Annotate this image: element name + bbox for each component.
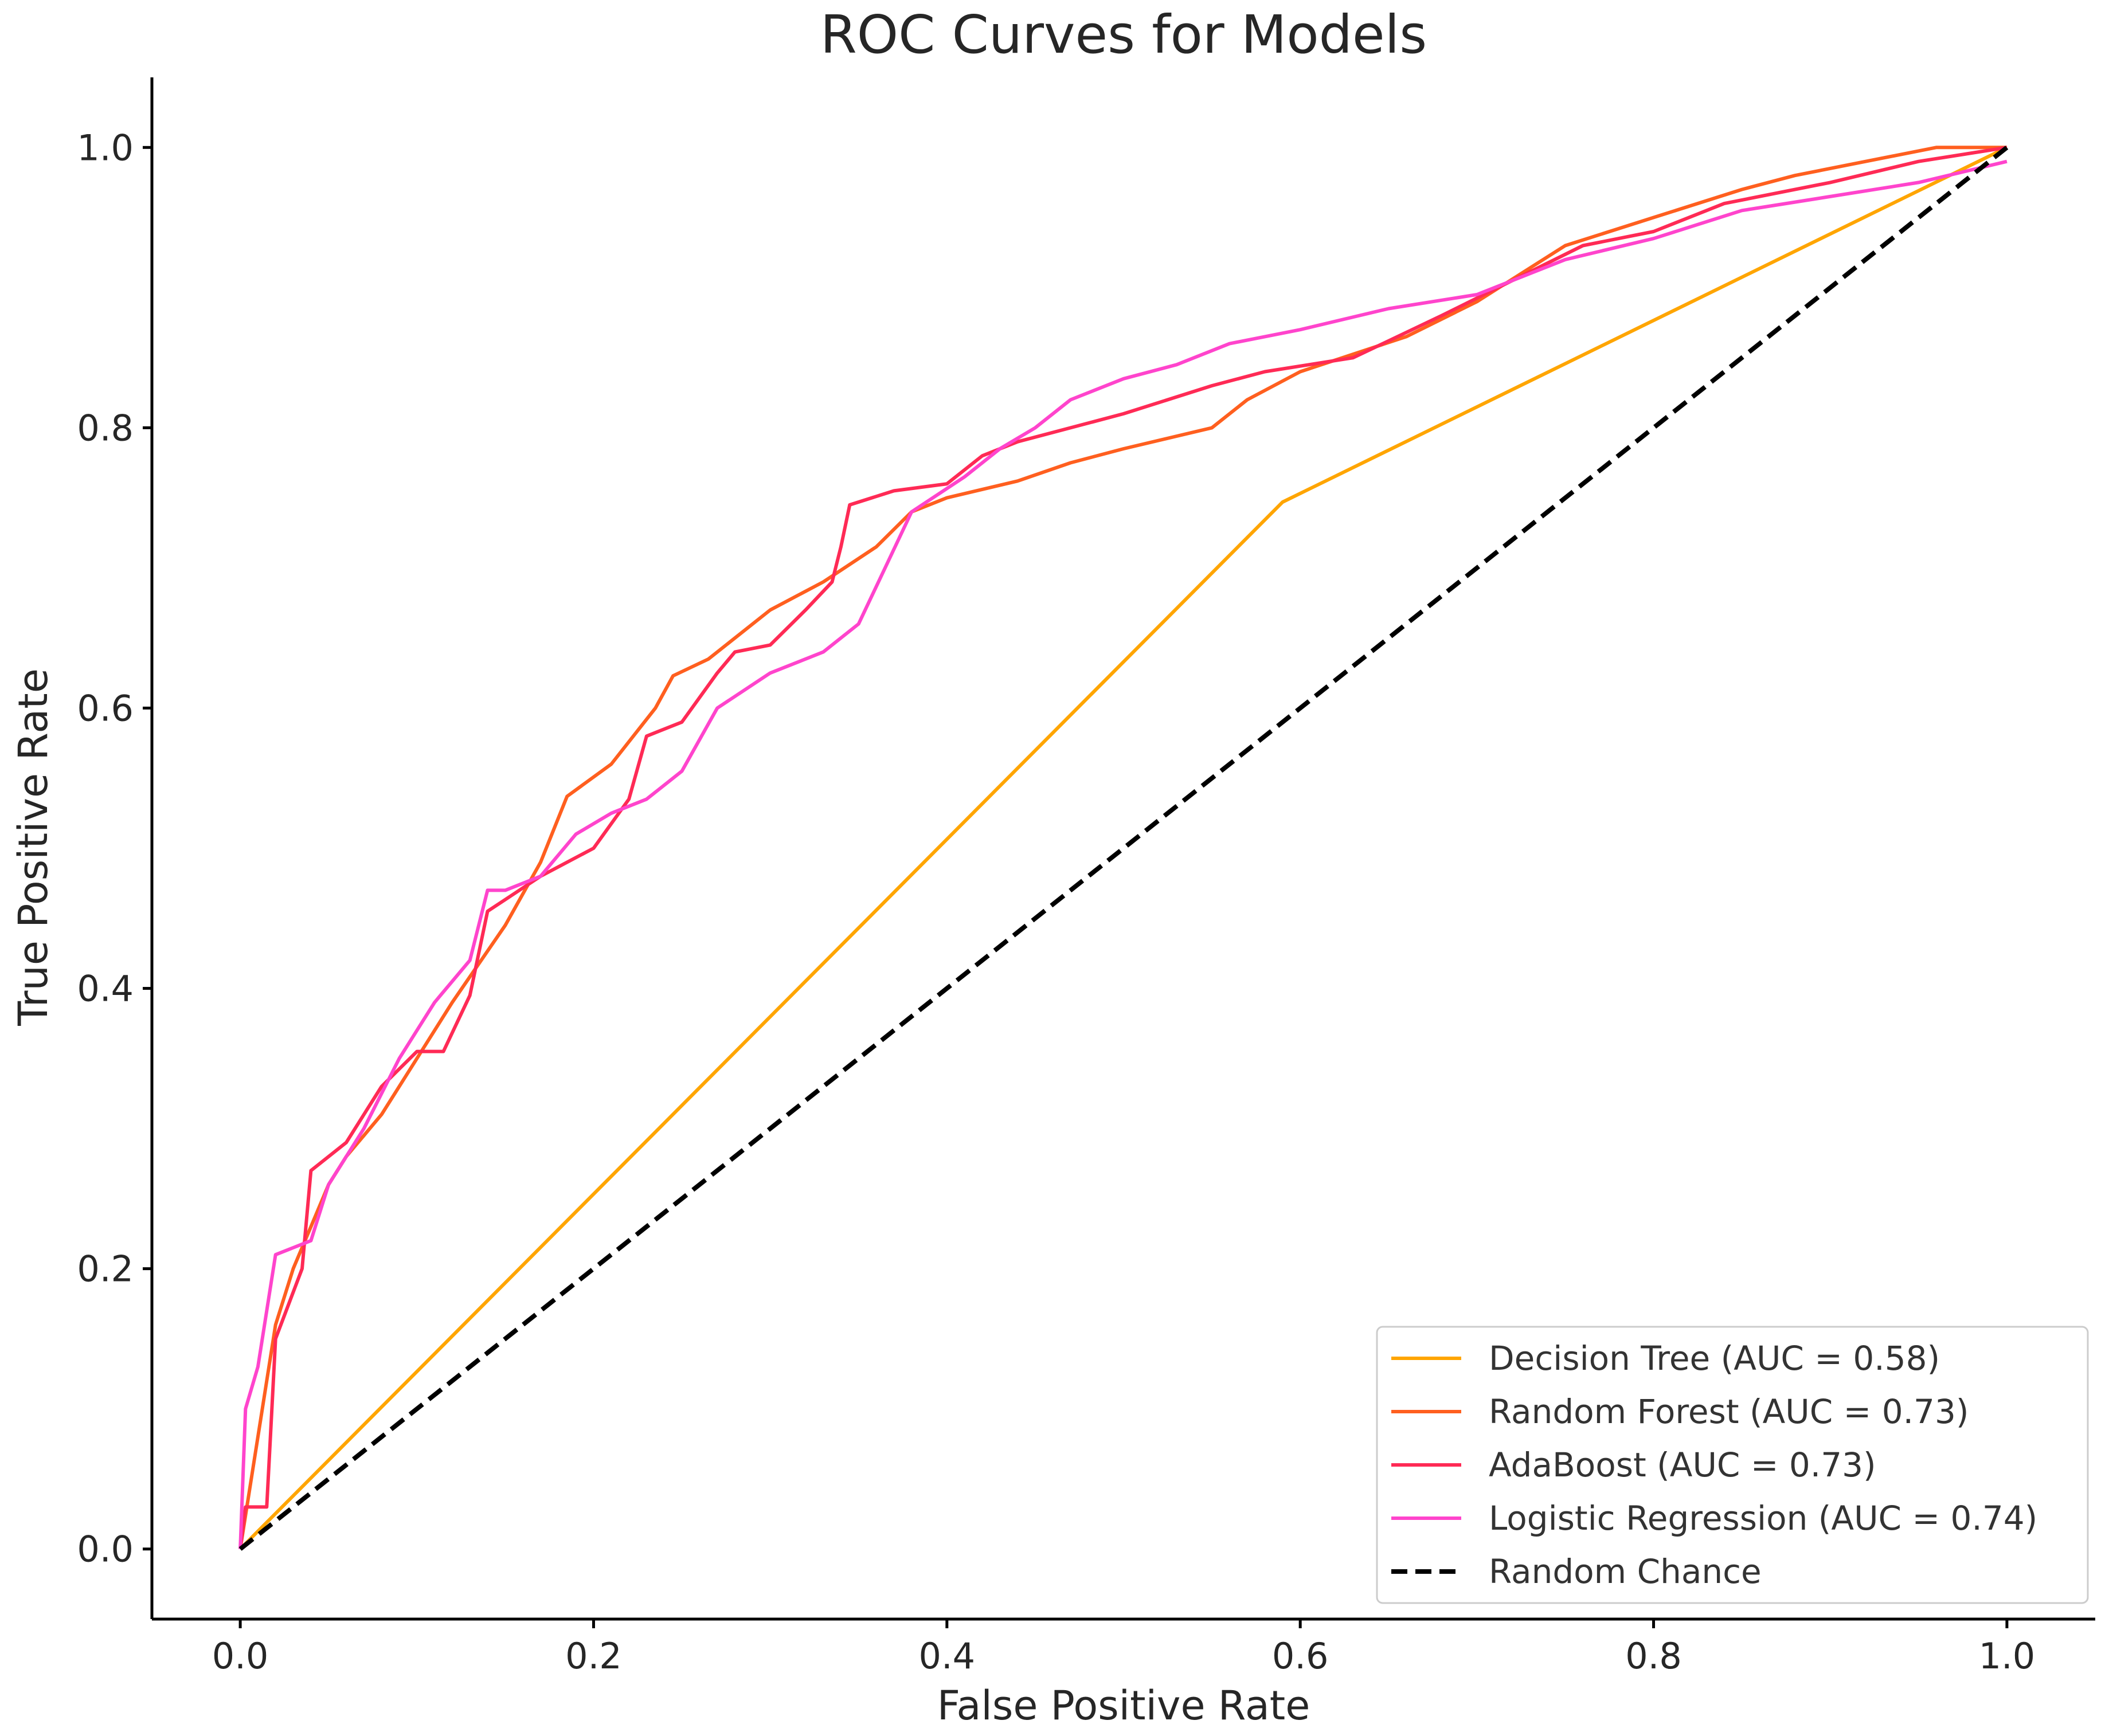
legend-label-random-chance: Random Chance xyxy=(1489,1552,1762,1591)
random-chance-curve xyxy=(238,146,2009,1551)
x-tick-label: 0.0 xyxy=(212,1635,269,1677)
legend: Decision Tree (AUC = 0.58) Random Forest … xyxy=(1376,1326,2089,1604)
legend-label-logistic-regression: Logistic Regression (AUC = 0.74) xyxy=(1489,1499,2037,1538)
y-tick-label: 0.0 xyxy=(77,1529,134,1570)
legend-label-adaboost: AdaBoost (AUC = 0.73) xyxy=(1489,1445,1876,1484)
x-tick-label: 0.8 xyxy=(1625,1635,1682,1677)
x-axis-label: False Positive Rate xyxy=(937,1682,1310,1729)
legend-label-random-forest: Random Forest (AUC = 0.73) xyxy=(1489,1392,1969,1431)
chart-title: ROC Curves for Models xyxy=(820,4,1427,65)
logistic-regression-curve xyxy=(238,159,2008,1549)
x-tick-label: 1.0 xyxy=(1979,1635,2036,1677)
y-tick-label: 1.0 xyxy=(77,127,134,168)
roc-series xyxy=(238,146,2009,1551)
y-axis-ticks: 0.0 0.2 0.4 0.6 0.8 1.0 xyxy=(77,127,152,1570)
axes-spines xyxy=(150,77,2095,1621)
x-tick-label: 0.4 xyxy=(919,1635,976,1677)
x-tick-label: 0.2 xyxy=(565,1635,622,1677)
decision-tree-curve xyxy=(238,146,2008,1550)
legend-box xyxy=(1376,1326,2089,1604)
adaboost-curve xyxy=(238,146,2008,1550)
y-axis-label: True Positive Rate xyxy=(10,668,57,1026)
x-tick-label: 0.6 xyxy=(1272,1635,1329,1677)
y-tick-label: 0.2 xyxy=(77,1248,134,1290)
y-tick-label: 0.4 xyxy=(77,968,134,1010)
y-tick-label: 0.6 xyxy=(77,687,134,729)
y-tick-label: 0.8 xyxy=(77,407,134,449)
legend-label-decision-tree: Decision Tree (AUC = 0.58) xyxy=(1489,1339,1940,1378)
x-axis-ticks: 0.0 0.2 0.4 0.6 0.8 1.0 xyxy=(212,1619,2035,1677)
